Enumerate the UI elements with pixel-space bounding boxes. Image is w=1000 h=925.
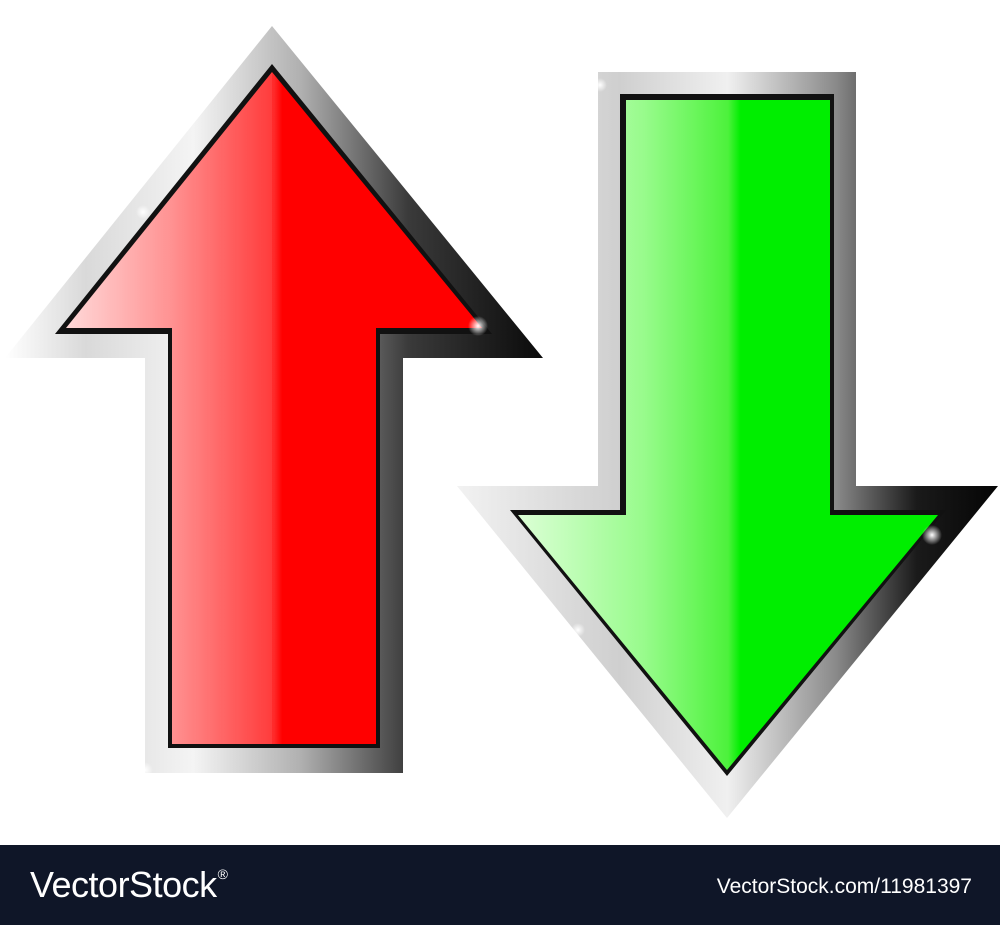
stock-id: VectorStock.com/11981397 xyxy=(716,875,972,898)
sparkle-icon xyxy=(922,525,942,545)
sparkle-icon xyxy=(468,316,488,336)
registered-mark: ® xyxy=(217,866,228,882)
sparkle-icon xyxy=(571,623,585,637)
sparkle-icon xyxy=(136,205,150,219)
arrow-up-highlight xyxy=(66,72,272,744)
sparkle-icon xyxy=(137,762,153,778)
arrow-up-body xyxy=(66,72,482,744)
arrow-up-icon xyxy=(5,26,543,778)
watermark-footer: VectorStock® VectorStock.com/11981397 xyxy=(0,845,1000,925)
brand-name: VectorStock xyxy=(30,864,217,905)
arrow-down-icon xyxy=(457,72,998,818)
arrow-down-body xyxy=(518,100,938,770)
artwork-svg xyxy=(5,26,998,818)
brand-logo: VectorStock® xyxy=(30,864,228,905)
artwork-canvas xyxy=(5,26,998,818)
sparkle-icon xyxy=(593,78,607,92)
